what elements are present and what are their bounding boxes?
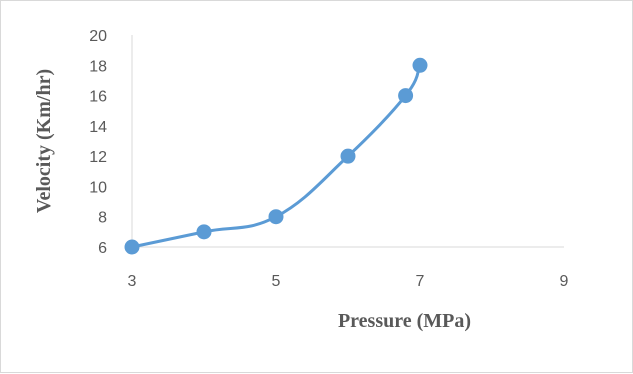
- data-point-marker: [412, 57, 428, 73]
- chart-axes: [131, 35, 564, 248]
- data-point-marker: [398, 88, 414, 104]
- y-tick-label: 10: [89, 179, 107, 196]
- data-point-marker: [196, 224, 212, 240]
- y-tick-label: 8: [98, 210, 107, 227]
- data-point-marker: [124, 239, 140, 255]
- x-tick-label: 7: [416, 273, 425, 290]
- x-tick-label: 3: [128, 273, 137, 290]
- data-point-marker: [268, 209, 284, 225]
- y-tick-label: 18: [89, 58, 107, 75]
- chart-series: [124, 57, 428, 255]
- y-tick-label: 14: [89, 119, 107, 136]
- x-axis-title: Pressure (MPa): [338, 310, 471, 332]
- x-tick-label: 5: [272, 273, 281, 290]
- data-point-marker: [340, 148, 356, 164]
- chart-ticks: 3 5 7 9 6 8 10 12 14 16 18 20: [89, 28, 568, 290]
- y-tick-label: 16: [89, 89, 107, 106]
- y-tick-label: 20: [89, 28, 107, 45]
- y-tick-label: 12: [89, 149, 107, 166]
- y-tick-label: 6: [98, 240, 107, 257]
- x-tick-label: 9: [560, 273, 569, 290]
- y-axis-title: Velocity (Km/hr): [33, 69, 55, 213]
